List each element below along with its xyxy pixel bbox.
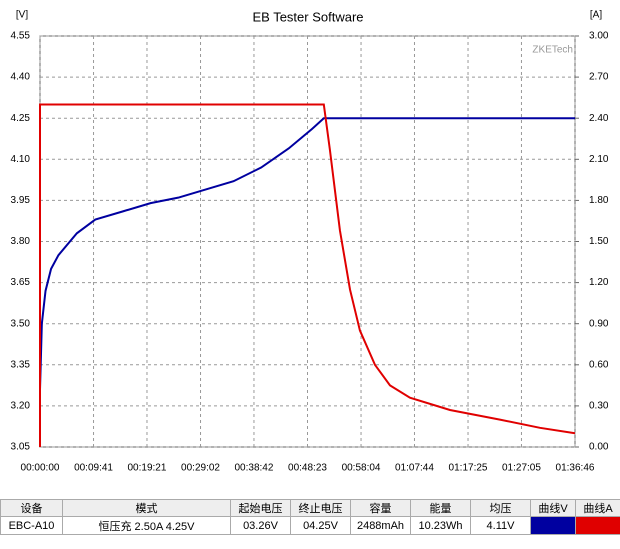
y-axis-label: [V] bbox=[16, 10, 28, 21]
y-tick-label: 3.50 bbox=[11, 318, 31, 329]
cell: 03.26V bbox=[230, 516, 291, 535]
chart-title: EB Tester Software bbox=[252, 9, 363, 24]
y-tick-label: 4.10 bbox=[11, 154, 31, 165]
y2-tick-label: 0.60 bbox=[589, 359, 609, 370]
watermark: ZKETech bbox=[532, 45, 573, 56]
y-tick-label: 4.40 bbox=[11, 72, 31, 83]
y-tick-label: 3.05 bbox=[11, 442, 31, 453]
y2-tick-label: 2.40 bbox=[589, 113, 609, 124]
curve-swatch bbox=[530, 516, 576, 535]
header-cell: 起始电压 bbox=[230, 499, 291, 517]
chart: EB Tester Software [V] [A] ZKETech 3.05 3… bbox=[11, 9, 609, 474]
cell: 恒压充 2.50A 4.25V bbox=[62, 516, 231, 535]
y-tick-label: 3.20 bbox=[11, 401, 31, 412]
header-cell: 容量 bbox=[350, 499, 411, 517]
x-tick-label: 01:17:25 bbox=[449, 463, 488, 474]
series-line bbox=[39, 103, 576, 447]
summary-table: 设备 模式 起始电压 终止电压 容量 能量 均压 曲线V 曲线A EBC-A10 恒压充 2.50A… bbox=[0, 499, 620, 535]
curve-swatch bbox=[575, 516, 620, 535]
header-cell: 曲线V bbox=[530, 499, 576, 517]
cell: 04.25V bbox=[290, 516, 351, 535]
y2-tick-label: 1.20 bbox=[589, 277, 609, 288]
x-tick-label: 01:36:46 bbox=[556, 463, 595, 474]
header-cell: 能量 bbox=[410, 499, 471, 517]
y2-tick-label: 3.00 bbox=[589, 31, 609, 42]
y2-tick-label: 2.70 bbox=[589, 72, 609, 83]
x-tick-label: 00:00:00 bbox=[21, 463, 60, 474]
x-tick-label: 00:29:02 bbox=[181, 463, 220, 474]
y-tick-label: 3.35 bbox=[11, 359, 31, 370]
cell: 10.23Wh bbox=[410, 516, 471, 535]
x-tick-label: 00:48:23 bbox=[288, 463, 327, 474]
y-tick-label: 3.95 bbox=[11, 195, 31, 206]
y-tick-label: 4.55 bbox=[11, 31, 31, 42]
x-tick-label: 00:19:21 bbox=[128, 463, 167, 474]
series-line bbox=[39, 117, 575, 390]
header-cell: 设备 bbox=[0, 499, 63, 517]
y2-axis-label: [A] bbox=[590, 10, 602, 21]
y2-tick-label: 1.50 bbox=[589, 236, 609, 247]
header-cell: 曲线A bbox=[575, 499, 620, 517]
header-cell: 终止电压 bbox=[290, 499, 351, 517]
y-tick-label: 3.80 bbox=[11, 236, 31, 247]
y2-tick-label: 0.30 bbox=[589, 401, 609, 412]
y2-tick-label: 1.80 bbox=[589, 195, 609, 206]
y2-tick-label: 0.90 bbox=[589, 318, 609, 329]
header-cell: 模式 bbox=[62, 499, 231, 517]
y2-tick-label: 0.00 bbox=[589, 442, 609, 453]
header-cell: 均压 bbox=[470, 499, 531, 517]
x-tick-label: 01:07:44 bbox=[395, 463, 434, 474]
y2-tick-label: 2.10 bbox=[589, 154, 609, 165]
x-tick-label: 01:27:05 bbox=[502, 463, 541, 474]
x-tick-label: 00:09:41 bbox=[74, 463, 113, 474]
y-tick-label: 3.65 bbox=[11, 277, 31, 288]
y-tick-label: 4.25 bbox=[11, 113, 31, 124]
x-tick-label: 00:58:04 bbox=[342, 463, 381, 474]
cell: 4.11V bbox=[470, 516, 531, 535]
cell: 2488mAh bbox=[350, 516, 411, 535]
cell: EBC-A10 bbox=[0, 516, 63, 535]
x-tick-label: 00:38:42 bbox=[234, 463, 273, 474]
